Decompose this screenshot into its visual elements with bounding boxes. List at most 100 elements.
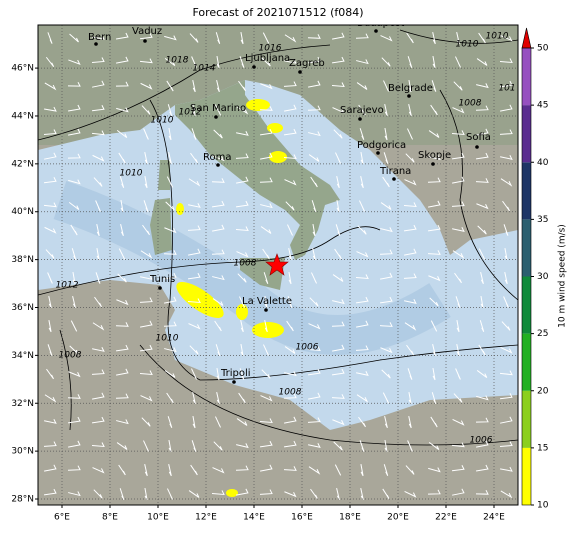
wind-barb bbox=[308, 131, 321, 137]
wind-barb bbox=[236, 251, 249, 258]
wind-barb bbox=[408, 392, 412, 405]
wind-barb bbox=[189, 345, 199, 355]
city-label: Tirana bbox=[379, 166, 411, 177]
wind-barb bbox=[332, 32, 345, 40]
y-tick-label: 32°N bbox=[11, 399, 34, 409]
wind-barb bbox=[164, 296, 177, 304]
italy bbox=[175, 80, 340, 260]
y-tick-label: 30°N bbox=[11, 447, 34, 457]
wind-barb bbox=[92, 347, 105, 352]
wind-barb bbox=[213, 441, 223, 451]
wind-barb bbox=[94, 296, 102, 308]
wind-barb bbox=[476, 203, 489, 210]
wind-barb bbox=[475, 178, 489, 183]
wind-barb bbox=[264, 320, 268, 333]
isobar-label: 1010 bbox=[456, 40, 479, 50]
isobar-label: 1006 bbox=[296, 343, 319, 353]
wind-barb bbox=[120, 224, 124, 237]
wind-barb bbox=[190, 152, 198, 164]
city-dot bbox=[216, 163, 220, 167]
wind-barb bbox=[215, 32, 221, 44]
wind-barb bbox=[116, 56, 129, 64]
wind-barb bbox=[336, 176, 340, 189]
wind-barb bbox=[190, 464, 198, 476]
x-tick-label: 10°E bbox=[147, 513, 169, 523]
wind-barb bbox=[456, 344, 460, 357]
wind-barb bbox=[96, 248, 100, 261]
wind-barb bbox=[116, 107, 129, 113]
wind-barb bbox=[404, 322, 417, 331]
wind-barb bbox=[429, 297, 439, 307]
isobar-label: 1016 bbox=[259, 44, 282, 54]
wind-barb bbox=[499, 392, 513, 400]
wind-barb bbox=[310, 272, 318, 284]
wind-barb bbox=[214, 416, 222, 428]
colorbar-segment bbox=[522, 48, 531, 106]
wind-barb bbox=[500, 155, 513, 160]
wind-barb bbox=[500, 466, 513, 472]
wind-barb bbox=[358, 416, 366, 428]
wind-barb bbox=[432, 368, 436, 381]
wind-barb bbox=[141, 417, 151, 427]
wind-barb bbox=[260, 464, 273, 472]
wind-barb bbox=[214, 320, 222, 332]
wind-barb bbox=[454, 56, 462, 68]
wind-barb bbox=[451, 130, 465, 136]
wind-barb bbox=[356, 394, 369, 403]
wind-barb bbox=[143, 128, 149, 140]
wind-barb bbox=[164, 35, 177, 41]
wind-barb bbox=[238, 80, 246, 92]
wind-barb bbox=[118, 464, 126, 476]
city-dot bbox=[158, 286, 162, 290]
wind-barb bbox=[476, 58, 488, 66]
title: Forecast of 2021071512 (f084) bbox=[192, 6, 363, 19]
wind-barb bbox=[188, 178, 201, 187]
wind-barb bbox=[332, 344, 345, 352]
wind-barb bbox=[284, 179, 297, 186]
wind-barb bbox=[47, 344, 53, 356]
wind-barb bbox=[144, 488, 148, 501]
wind-barb bbox=[67, 153, 81, 159]
wind-barb bbox=[407, 440, 413, 452]
city-dot bbox=[143, 39, 147, 43]
wind-barb bbox=[404, 179, 417, 186]
wind-barb bbox=[360, 176, 364, 189]
city-label: Bern bbox=[88, 32, 111, 43]
wind-barb bbox=[309, 297, 319, 307]
wind-barb bbox=[188, 203, 201, 208]
wind-barb bbox=[335, 152, 341, 164]
wind-barb bbox=[191, 368, 197, 380]
x-tick-label: 16°E bbox=[291, 513, 313, 523]
wind-barbs bbox=[43, 32, 513, 501]
colorbar-tick-label: 20 bbox=[537, 386, 549, 396]
wind-barb bbox=[216, 80, 220, 93]
wind-barb bbox=[96, 224, 100, 237]
wind-barb bbox=[91, 130, 105, 136]
colorbar: 10 15 20 25 30 35 40 45 50 bbox=[521, 27, 549, 511]
wind-barb bbox=[259, 128, 273, 136]
city-dot bbox=[264, 308, 268, 312]
wind-barb bbox=[333, 441, 343, 451]
wind-barb bbox=[288, 272, 292, 285]
wind-barb bbox=[212, 298, 224, 306]
wind-barb bbox=[475, 464, 489, 472]
wind-barb bbox=[308, 392, 321, 400]
y-tick-label: 42°N bbox=[11, 159, 34, 169]
y-tick-label: 46°N bbox=[11, 64, 34, 74]
city-dot bbox=[298, 70, 302, 74]
wind-barb bbox=[455, 368, 461, 380]
map-frame bbox=[37, 24, 519, 506]
wind-barb bbox=[334, 464, 342, 476]
city-dot bbox=[431, 162, 435, 166]
wind-barb bbox=[43, 441, 57, 447]
isobar-label: 101 bbox=[498, 84, 515, 94]
wind-barb bbox=[43, 488, 57, 496]
wind-barb bbox=[479, 320, 485, 332]
wind-barb bbox=[67, 416, 81, 424]
wind-barb bbox=[499, 80, 513, 88]
wind-barb bbox=[260, 203, 273, 209]
wind-barb bbox=[307, 34, 321, 39]
wind-barb bbox=[192, 104, 196, 117]
wind-barb bbox=[92, 392, 105, 400]
wind-barb bbox=[384, 128, 388, 141]
